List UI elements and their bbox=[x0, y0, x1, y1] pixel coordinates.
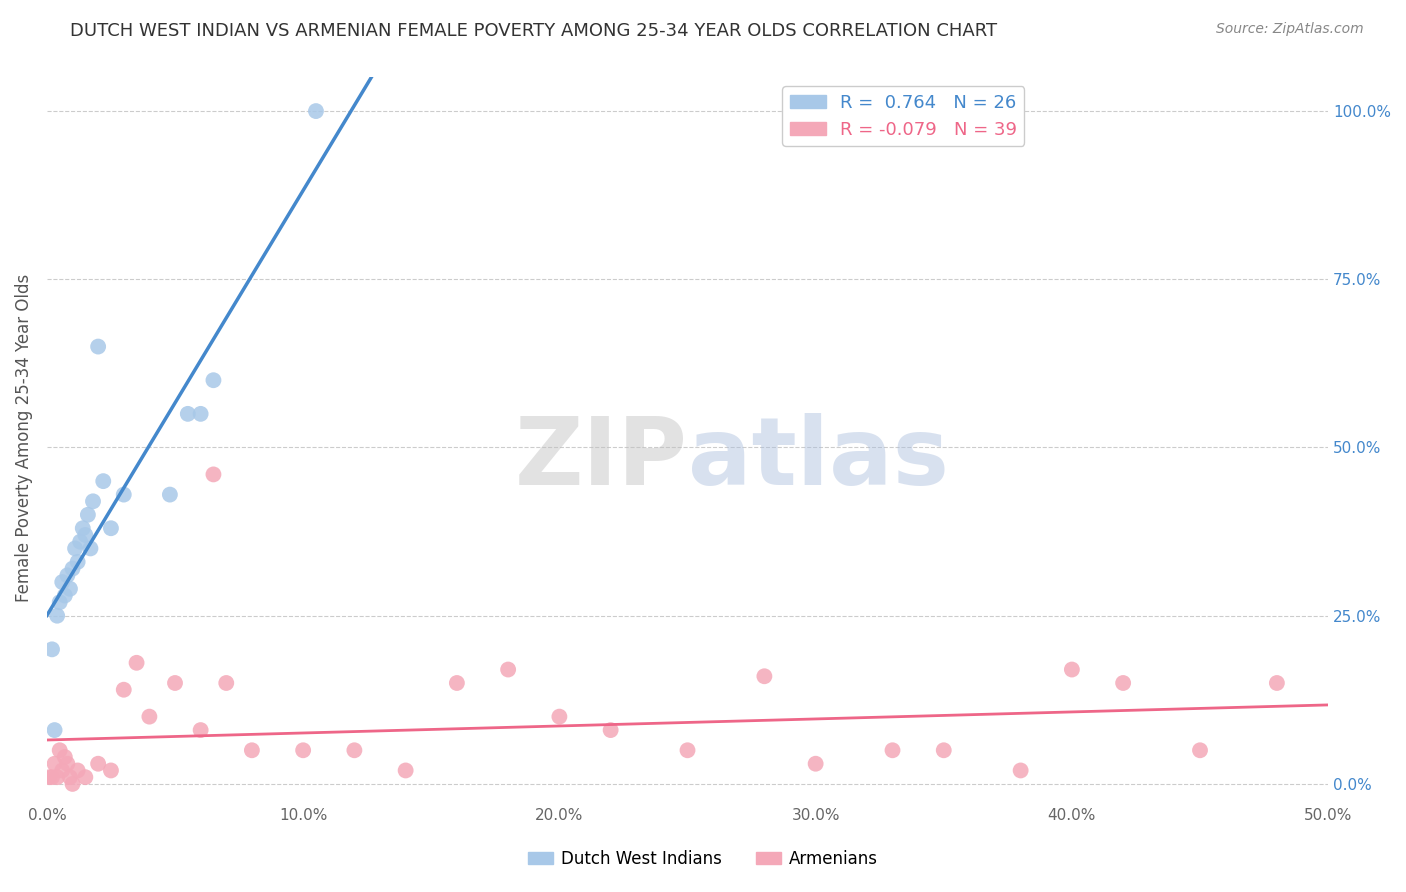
Point bbox=[240, 743, 263, 757]
Point bbox=[48, 743, 70, 757]
Point bbox=[1188, 743, 1211, 757]
Point bbox=[804, 756, 827, 771]
Point bbox=[215, 676, 238, 690]
Text: ZIP: ZIP bbox=[515, 413, 688, 505]
Point bbox=[112, 682, 135, 697]
Point bbox=[496, 663, 519, 677]
Point bbox=[56, 756, 79, 771]
Point bbox=[754, 669, 776, 683]
Point bbox=[41, 770, 63, 784]
Point bbox=[91, 474, 114, 488]
Point bbox=[59, 582, 82, 596]
Point bbox=[138, 709, 160, 723]
Point bbox=[395, 764, 418, 778]
Point bbox=[1060, 663, 1083, 677]
Point bbox=[75, 770, 97, 784]
Point bbox=[38, 770, 60, 784]
Point bbox=[159, 487, 181, 501]
Text: Source: ZipAtlas.com: Source: ZipAtlas.com bbox=[1216, 22, 1364, 37]
Point bbox=[66, 764, 89, 778]
Point bbox=[56, 568, 79, 582]
Point bbox=[87, 340, 110, 354]
Point bbox=[62, 561, 84, 575]
Point bbox=[46, 770, 69, 784]
Point bbox=[882, 743, 904, 757]
Point bbox=[41, 642, 63, 657]
Point bbox=[44, 723, 66, 737]
Legend: R =  0.764   N = 26, R = -0.079   N = 39: R = 0.764 N = 26, R = -0.079 N = 39 bbox=[782, 87, 1025, 146]
Point bbox=[163, 676, 186, 690]
Point bbox=[82, 494, 104, 508]
Point bbox=[100, 764, 122, 778]
Point bbox=[676, 743, 699, 757]
Point bbox=[72, 521, 94, 535]
Y-axis label: Female Poverty Among 25-34 Year Olds: Female Poverty Among 25-34 Year Olds bbox=[15, 273, 32, 601]
Point bbox=[66, 555, 89, 569]
Point bbox=[51, 575, 73, 590]
Point bbox=[53, 750, 76, 764]
Point bbox=[75, 528, 97, 542]
Point bbox=[190, 407, 212, 421]
Point bbox=[1010, 764, 1032, 778]
Point bbox=[46, 608, 69, 623]
Point bbox=[69, 534, 91, 549]
Point bbox=[62, 777, 84, 791]
Point bbox=[53, 589, 76, 603]
Point bbox=[202, 373, 225, 387]
Point bbox=[100, 521, 122, 535]
Point bbox=[599, 723, 621, 737]
Point bbox=[48, 595, 70, 609]
Point bbox=[446, 676, 468, 690]
Point bbox=[87, 756, 110, 771]
Point bbox=[112, 487, 135, 501]
Point bbox=[177, 407, 200, 421]
Point bbox=[190, 723, 212, 737]
Point bbox=[202, 467, 225, 482]
Point bbox=[59, 770, 82, 784]
Point bbox=[79, 541, 101, 556]
Point bbox=[548, 709, 571, 723]
Legend: Dutch West Indians, Armenians: Dutch West Indians, Armenians bbox=[522, 844, 884, 875]
Point bbox=[63, 541, 86, 556]
Point bbox=[77, 508, 100, 522]
Point bbox=[305, 104, 328, 119]
Point bbox=[292, 743, 315, 757]
Point bbox=[44, 756, 66, 771]
Point bbox=[1112, 676, 1135, 690]
Point bbox=[932, 743, 955, 757]
Point bbox=[51, 764, 73, 778]
Point bbox=[343, 743, 366, 757]
Text: atlas: atlas bbox=[688, 413, 949, 505]
Point bbox=[125, 656, 148, 670]
Text: DUTCH WEST INDIAN VS ARMENIAN FEMALE POVERTY AMONG 25-34 YEAR OLDS CORRELATION C: DUTCH WEST INDIAN VS ARMENIAN FEMALE POV… bbox=[70, 22, 997, 40]
Point bbox=[1265, 676, 1288, 690]
